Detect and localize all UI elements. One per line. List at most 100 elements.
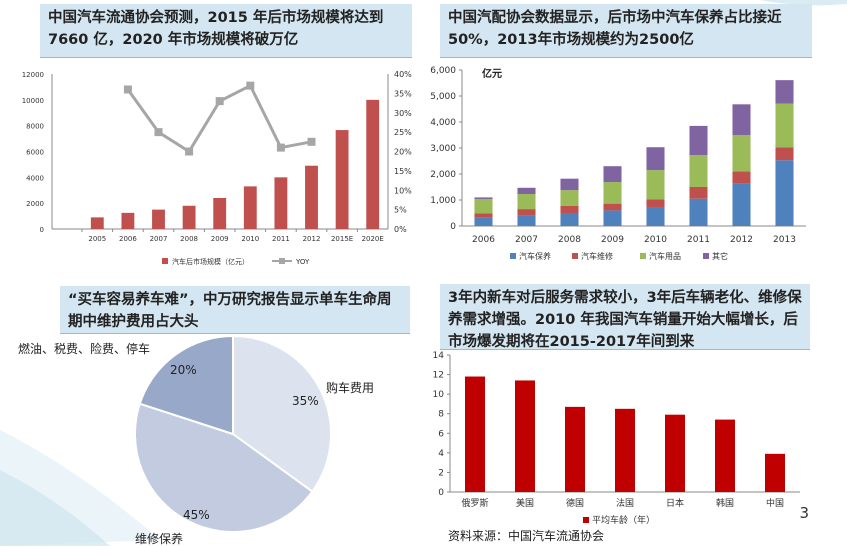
y-tick-label: 3,000 (430, 144, 456, 154)
pie-slice (138, 334, 234, 436)
x-tick-label: 2008 (180, 235, 198, 243)
y-tick-label: 6 (438, 429, 444, 439)
y-tick-label: 5,000 (430, 92, 456, 102)
yoy-point (307, 137, 316, 146)
stacked-segment (689, 125, 708, 156)
y-tick-label: 4000 (26, 174, 44, 182)
y-tick-label: 14 (433, 351, 445, 361)
x-tick-label: 2009 (211, 235, 229, 243)
yoy-point (215, 97, 224, 106)
legend-label: 汽车保养 (519, 251, 551, 261)
x-tick-label: 日本 (666, 497, 684, 509)
yoy-point (123, 85, 132, 94)
y2-tick-label: 15% (394, 167, 412, 176)
legend-marker-yoy (279, 258, 285, 264)
y-tick-label: 0 (438, 488, 444, 498)
x-tick-label: 德国 (566, 497, 584, 509)
bar (515, 380, 535, 492)
y2-tick-label: 40% (394, 70, 412, 79)
bar (213, 198, 227, 229)
pie-slice (232, 334, 332, 494)
yoy-point (246, 81, 255, 90)
pie-slice (134, 402, 314, 533)
x-tick-label: 中国 (766, 497, 784, 509)
page-number: 3 (799, 504, 809, 522)
stacked-segment (775, 80, 794, 104)
stacked-segment (732, 135, 751, 172)
stacked-segment (603, 210, 622, 226)
y2-tick-label: 10% (394, 186, 412, 195)
legend-label: 其它 (712, 251, 728, 261)
x-tick-label: 2020E (362, 235, 384, 243)
bar (274, 177, 288, 229)
bar (715, 419, 735, 492)
y2-tick-label: 0% (394, 225, 407, 234)
y-tick-label: 12 (433, 371, 444, 381)
stacked-segment (732, 171, 751, 184)
y-tick-label: 10 (433, 390, 445, 400)
y-tick-label: 8000 (26, 123, 44, 131)
legend-label: 平均车龄（年） (592, 514, 655, 526)
stacked-segment (732, 104, 751, 135)
stacked-segment (646, 170, 665, 200)
y-tick-label: 10000 (22, 97, 44, 105)
y-tick-label: 6000 (26, 149, 44, 157)
yoy-point (185, 147, 194, 156)
stacked-segment (775, 160, 794, 226)
legend-swatch (510, 253, 516, 259)
legend-label: 汽车维修 (581, 251, 613, 261)
y-tick-label: 6,000 (430, 66, 456, 76)
bar (335, 130, 349, 229)
stacked-segment (560, 205, 579, 213)
x-tick-label: 2006 (119, 235, 137, 243)
pie-pct-running-costs: 20% (170, 363, 197, 377)
caption-bottom-left: “买车容易养车难”，中万研究报告显示单车生命周期中维护费用占大头 (60, 286, 410, 334)
y-tick-label: 4,000 (430, 118, 456, 128)
yoy-point (276, 143, 285, 152)
stacked-segment (689, 187, 708, 199)
x-tick-label: 2009 (601, 235, 624, 245)
y-tick-label: 2,000 (430, 170, 456, 180)
stacked-segment (517, 194, 536, 210)
stacked-segment (517, 209, 536, 216)
y-tick-label: 2 (438, 468, 444, 478)
y-tick-label: 2000 (26, 200, 44, 208)
x-tick-label: 2011 (687, 235, 710, 245)
legend-label: 汽车用品 (649, 251, 681, 261)
x-tick-label: 2011 (272, 235, 290, 243)
stacked-segment (603, 182, 622, 204)
x-tick-label: 2010 (644, 235, 667, 245)
x-tick-label: 2008 (558, 235, 581, 245)
bar (565, 406, 585, 492)
stacked-segment (560, 213, 579, 226)
pie-pct-maintenance: 45% (183, 508, 210, 522)
pie-pct-purchase: 35% (292, 394, 319, 408)
stacked-segment (603, 166, 622, 183)
pie-label-maintenance: 维修保养 (135, 532, 184, 546)
yoy-point (154, 128, 163, 137)
x-tick-label: 2015E (331, 235, 353, 243)
y-axis-unit: 亿元 (482, 67, 502, 80)
x-tick-label: 俄罗斯 (461, 497, 488, 509)
stacked-segment (603, 203, 622, 211)
legend-swatch (583, 517, 589, 523)
stacked-segment (517, 215, 536, 226)
x-tick-label: 2012 (303, 235, 321, 243)
y-tick-label: 0 (450, 222, 456, 232)
x-tick-label: 2007 (515, 235, 538, 245)
y2-tick-label: 25% (394, 128, 412, 137)
bar (465, 376, 485, 492)
y-tick-label: 1,000 (430, 196, 456, 206)
bar (90, 217, 104, 229)
legend-label-market: 汽车后市场规模（亿元） (172, 257, 249, 266)
bar (121, 212, 135, 229)
stacked-segment (560, 190, 579, 206)
stacked-segment (689, 198, 708, 226)
y2-tick-label: 35% (394, 89, 412, 98)
x-tick-label: 2013 (773, 235, 796, 245)
stacked-segment (474, 198, 493, 214)
